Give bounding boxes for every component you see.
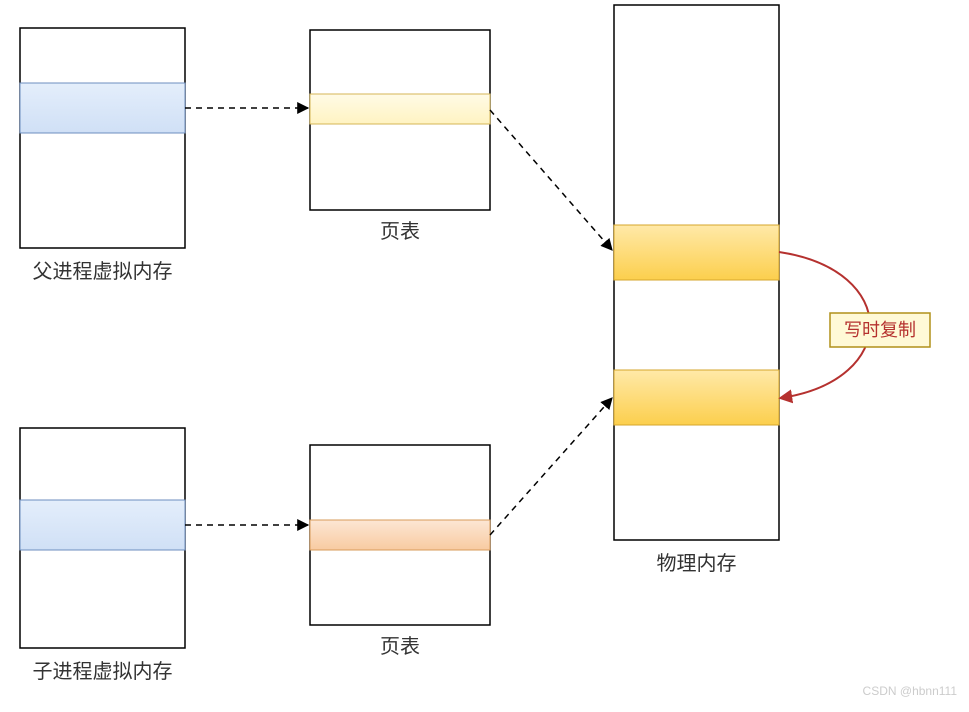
physical-memory-band-1	[614, 225, 779, 280]
page-table-bottom-label: 页表	[380, 635, 420, 658]
watermark: CSDN @hbnn111	[863, 684, 958, 698]
parent-vm-band	[20, 83, 185, 133]
parent-vm-box	[20, 28, 185, 248]
diagram-canvas: 父进程虚拟内存子进程虚拟内存页表页表物理内存写时复制CSDN @hbnn111	[0, 0, 969, 707]
page-table-top-band	[310, 94, 490, 124]
physical-memory-label: 物理内存	[657, 552, 737, 575]
arrow-pt-bottom-to-phys	[490, 398, 612, 535]
parent-vm-label: 父进程虚拟内存	[33, 260, 173, 283]
cow-badge-label: 写时复制	[844, 320, 916, 340]
page-table-top-label: 页表	[380, 220, 420, 243]
child-vm-label: 子进程虚拟内存	[33, 660, 173, 683]
page-table-bottom-band	[310, 520, 490, 550]
child-vm-band	[20, 500, 185, 550]
physical-memory-band-2	[614, 370, 779, 425]
arrow-pt-top-to-phys	[490, 110, 612, 250]
